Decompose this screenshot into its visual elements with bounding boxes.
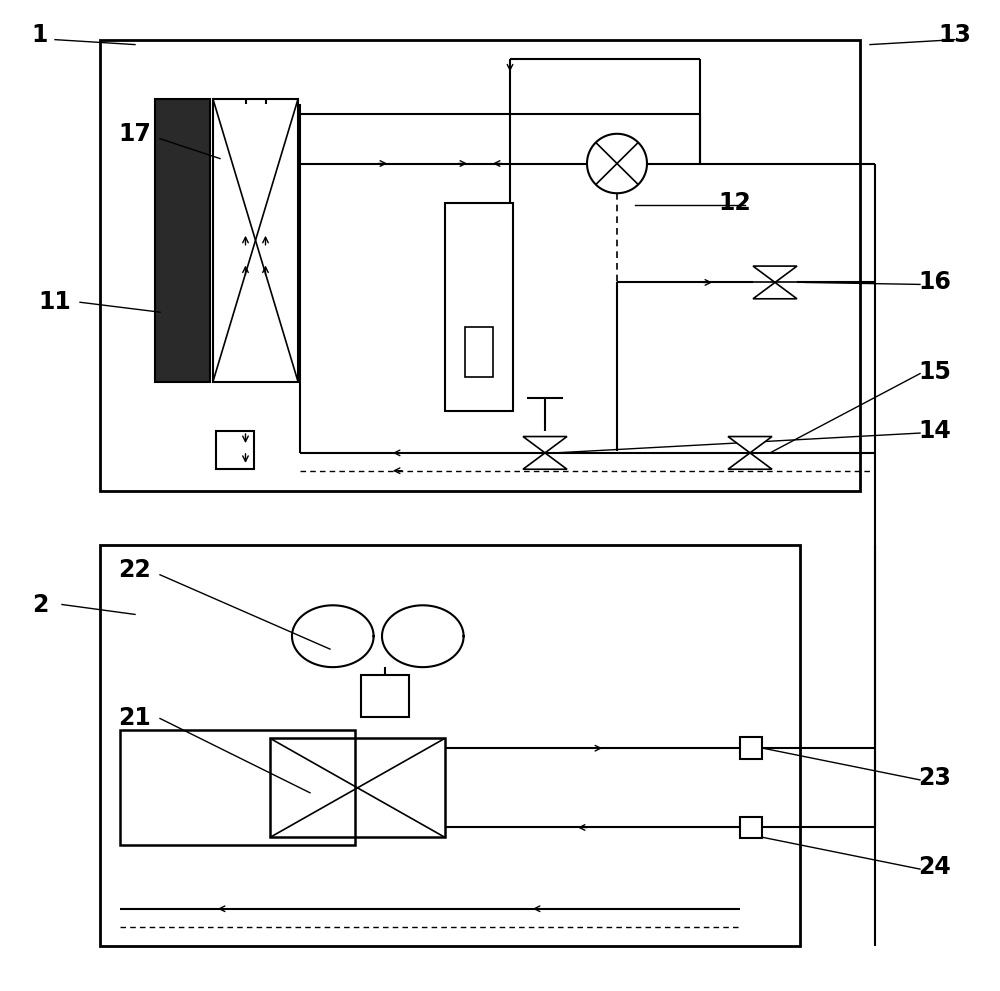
Bar: [155, 99, 210, 382]
Polygon shape: [728, 453, 772, 469]
Bar: [100, 40, 860, 491]
Bar: [445, 203, 513, 411]
Text: 15: 15: [919, 360, 951, 384]
Text: 16: 16: [919, 271, 951, 294]
Bar: [120, 730, 355, 845]
Text: 24: 24: [919, 855, 951, 879]
Bar: [465, 327, 493, 377]
Polygon shape: [523, 436, 567, 453]
Text: 22: 22: [119, 558, 151, 582]
Bar: [213, 99, 298, 382]
Bar: [216, 431, 254, 469]
Text: 14: 14: [919, 419, 951, 443]
Text: 21: 21: [119, 707, 151, 730]
Polygon shape: [753, 282, 797, 299]
Polygon shape: [728, 436, 772, 453]
Bar: [740, 817, 762, 838]
Text: 12: 12: [719, 191, 751, 215]
Polygon shape: [753, 267, 797, 282]
Bar: [270, 738, 445, 837]
Polygon shape: [523, 453, 567, 469]
Bar: [100, 545, 800, 946]
Text: 1: 1: [32, 23, 48, 47]
Bar: [740, 737, 762, 759]
Text: 2: 2: [32, 593, 48, 616]
Text: 23: 23: [919, 766, 951, 790]
Text: 17: 17: [119, 122, 151, 146]
Bar: [361, 675, 409, 716]
Text: 13: 13: [939, 23, 971, 47]
Text: 11: 11: [39, 290, 71, 314]
